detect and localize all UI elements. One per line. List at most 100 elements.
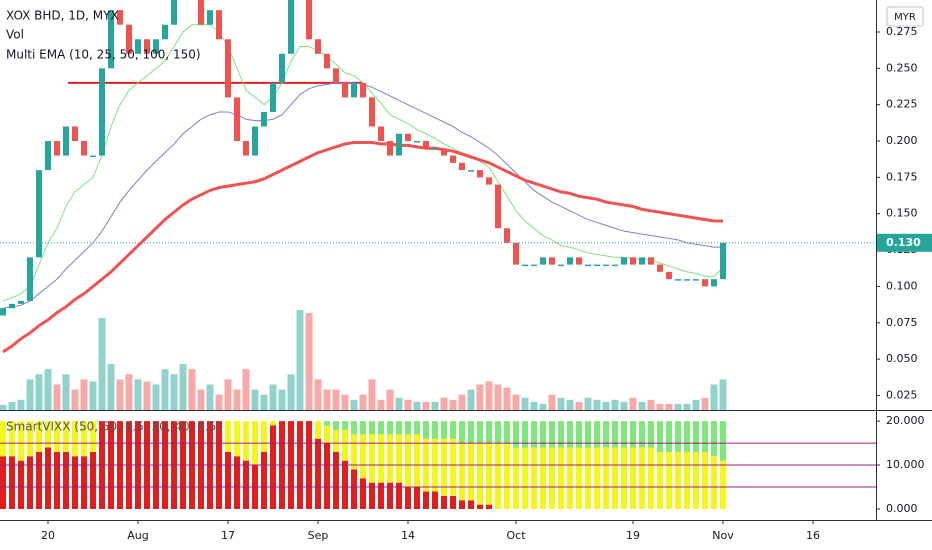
indicator-bar xyxy=(531,447,537,510)
y-tick-label: 10.000 xyxy=(886,458,925,471)
volume-bar xyxy=(692,399,700,410)
volume-bar xyxy=(674,403,682,410)
candle xyxy=(54,141,60,156)
indicator-bar xyxy=(468,443,474,501)
y-tick-label: 0.025 xyxy=(886,388,918,401)
volume-bar xyxy=(143,381,151,410)
indicator-bar xyxy=(351,469,357,510)
indicator-bar xyxy=(477,443,483,505)
x-tick-label: 19 xyxy=(626,529,640,542)
candle xyxy=(414,141,420,143)
indicator-bar xyxy=(549,421,555,448)
indicator-bar xyxy=(450,438,456,496)
last-price-badge xyxy=(877,233,932,252)
indicator-bar xyxy=(36,421,42,452)
indicator-bar xyxy=(225,451,231,510)
indicator-bar xyxy=(270,425,276,510)
indicator-bar xyxy=(441,495,447,510)
x-tick-label: Sep xyxy=(308,529,329,542)
symbol-title: XOX BHD, 1D, MYX xyxy=(6,9,119,23)
indicator-bar xyxy=(405,421,411,435)
indicator-bar xyxy=(423,491,429,510)
currency-box[interactable] xyxy=(886,6,924,27)
candle xyxy=(99,68,105,156)
volume-bar xyxy=(557,397,565,410)
candle xyxy=(0,308,6,316)
candle xyxy=(270,82,276,112)
volume-bar xyxy=(251,389,259,410)
candle xyxy=(423,141,429,149)
indicator-bar xyxy=(621,421,627,448)
volume-bar xyxy=(278,389,286,410)
candle xyxy=(234,97,240,142)
indicator-bar xyxy=(558,447,564,510)
candle xyxy=(666,271,672,280)
volume-bar xyxy=(575,401,583,410)
indicator-bar xyxy=(540,447,546,510)
y-tick-label: 0.100 xyxy=(886,279,918,292)
candle xyxy=(396,133,402,156)
indicator-bar xyxy=(684,421,690,452)
indicator-bar xyxy=(63,421,69,452)
candle xyxy=(648,257,654,265)
indicator-bar xyxy=(711,456,717,510)
y-tick-label: 0.175 xyxy=(886,170,918,183)
volume-bar xyxy=(413,401,421,410)
indicator-bar xyxy=(90,451,96,510)
candle xyxy=(477,170,483,178)
indicator-bar xyxy=(720,460,726,510)
indicator-bar xyxy=(612,447,618,510)
volume-bar xyxy=(422,401,430,410)
indicator-bar xyxy=(54,451,60,510)
volume-bar xyxy=(80,379,88,410)
candle xyxy=(657,264,663,272)
indicator-bar xyxy=(531,421,537,448)
indicator-bar xyxy=(243,421,249,461)
volume-bar xyxy=(314,379,322,410)
indicator-bar xyxy=(540,421,546,448)
candle xyxy=(171,0,177,25)
indicator-bar xyxy=(369,482,375,510)
last-price-label: 0.130 xyxy=(886,236,921,249)
volume-bar xyxy=(647,399,655,410)
volume-bar xyxy=(620,401,628,410)
indicator-bar xyxy=(648,421,654,448)
y-tick-label: 0.250 xyxy=(886,61,918,74)
y-tick-label: 0.275 xyxy=(886,25,918,38)
indicator-bar xyxy=(720,421,726,461)
indicator-bar xyxy=(360,421,366,435)
indicator-bar xyxy=(18,421,24,461)
volume-bar xyxy=(449,399,457,410)
indicator-bar xyxy=(54,421,60,452)
indicator-bar xyxy=(486,443,492,505)
indicator-bar xyxy=(513,421,519,448)
candle xyxy=(495,184,501,229)
candle xyxy=(153,39,159,54)
ema-line xyxy=(2,140,723,354)
candle xyxy=(468,170,474,172)
indicator-bar xyxy=(261,421,267,452)
x-tick-label: 16 xyxy=(806,529,820,542)
indicator-bar xyxy=(450,495,456,510)
indicator-bar xyxy=(243,460,249,510)
volume-bar xyxy=(476,384,484,410)
indicator-legend: SmartVIXX (50, 50, 1.5, 30, 40, 0.5) xyxy=(6,420,221,434)
candle xyxy=(117,10,123,25)
candle xyxy=(90,155,96,158)
volume-bar xyxy=(377,399,385,410)
y-tick-label: 0.225 xyxy=(886,98,918,111)
candle xyxy=(351,82,357,98)
volume-bar xyxy=(548,394,556,410)
indicator-bar xyxy=(387,482,393,510)
indicator-bar xyxy=(81,421,87,457)
candle xyxy=(693,279,699,281)
candle xyxy=(450,155,456,163)
candle xyxy=(603,264,609,267)
indicator-bar xyxy=(432,421,438,439)
indicator-bar xyxy=(387,421,393,435)
volume-bar xyxy=(116,379,124,410)
indicator-bar xyxy=(324,421,330,426)
y-tick-label: 0.150 xyxy=(886,207,918,220)
candle xyxy=(585,264,591,267)
candle xyxy=(702,279,708,287)
